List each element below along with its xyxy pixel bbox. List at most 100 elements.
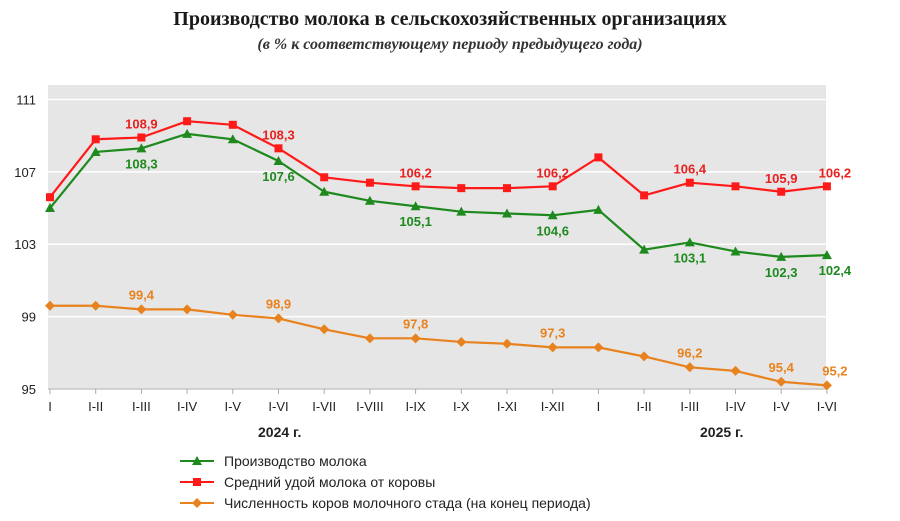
plot-area [48,85,826,389]
data-label-yield: 106,4 [674,162,707,177]
series-line-production [49,132,827,259]
x-tick-label: I-IX [405,399,426,414]
data-point-cows [547,342,558,353]
data-point-production [456,206,467,216]
data-point-cows [639,351,650,362]
data-point-yield [46,193,54,202]
y-tick-label: 95 [22,382,36,397]
y-axis-ticks: 95 99 103 107 111 [14,92,36,397]
data-point-yield [365,178,374,187]
x-tick-label: I-XI [497,399,517,414]
data-label-production: 107,6 [262,169,295,184]
data-point-yield [503,184,511,193]
data-point-production [821,250,832,260]
data-point-yield [183,117,192,126]
data-point-cows [90,300,101,311]
data-label-production: 105,1 [399,214,432,229]
x-axis-ticks: I I-II I-III I-IV I-V I-VI I-VII I-VIII I-IX I-X I… [48,388,837,414]
data-point-production [227,134,238,144]
legend-item-yield: Средний удой молока от коровы [180,471,591,492]
data-point-yield [594,153,603,162]
legend-swatch-diamond-icon [180,497,214,508]
data-point-yield [274,144,283,153]
y-tick-label: 99 [22,310,36,325]
data-label-cows: 97,8 [403,316,428,331]
data-point-production [502,208,512,218]
x-tick-label: I-II [637,399,652,414]
data-point-production [730,246,741,256]
data-point-production [776,251,787,261]
data-label-cows: 95,4 [769,360,795,375]
x-tick-label: I-IV [177,399,198,414]
data-point-yield [777,187,786,196]
legend-item-cows: Численность коров молочного стада (на ко… [180,492,591,513]
x-tick-label: I-II [88,399,103,414]
data-point-cows [776,376,787,387]
data-point-yield [822,182,831,191]
data-label-yield: 105,9 [765,171,798,186]
x-tick-label: I-XII [541,399,565,414]
x-tick-label: I [48,399,52,414]
year-label-2025: 2025 г. [700,424,744,440]
data-point-cows [684,362,695,373]
data-point-production [364,195,375,205]
legend: Производство молока Средний удой молока … [180,450,591,513]
data-label-yield: 106,2 [819,165,852,180]
x-tick-label: I-V [224,399,241,414]
data-point-cows [821,380,832,391]
data-point-yield [640,191,649,200]
x-tick-label: I-V [773,399,790,414]
data-point-cows [273,313,284,324]
data-point-cows [227,309,238,320]
data-point-cows [45,300,55,311]
legend-swatch-triangle-icon [180,455,214,465]
data-point-production [684,237,695,247]
chart-subtitle: (в % к соответствующему периоду предыдущ… [257,36,643,53]
data-point-production [547,210,558,220]
legend-item-production: Производство молока [180,450,591,471]
y-tick-label: 107 [14,165,36,180]
data-point-production [136,143,147,153]
data-point-production [45,203,55,213]
x-tick-label: I-VI [268,399,288,414]
data-label-cows: 95,2 [822,363,847,378]
data-point-yield [548,182,557,191]
data-point-production [90,146,101,156]
legend-label-yield: Средний удой молока от коровы [224,473,436,490]
x-tick-label: I-VI [817,399,837,414]
data-label-cows: 99,4 [129,287,155,302]
data-label-production: 102,4 [819,263,852,278]
data-point-yield [685,178,694,187]
data-label-yield: 108,9 [125,116,158,131]
data-label-production: 108,3 [125,156,158,171]
data-point-production [182,128,193,138]
series-line-cows [50,304,827,387]
data-point-yield [411,182,420,191]
chart-title: Производство молока в сельскохозяйственн… [173,8,727,30]
x-tick-label: I-III [132,399,151,414]
data-label-yield: 106,2 [536,165,569,180]
data-point-production [639,244,650,254]
data-point-production [273,156,284,165]
data-label-production: 104,6 [536,223,569,238]
data-point-production [319,186,330,196]
data-point-cows [182,304,193,315]
data-point-cows [410,333,421,344]
data-point-cows [364,333,375,344]
data-labels: 108,3 107,6 105,1 104,6 103,1 102,3 102,4 108,9… [125,116,852,378]
data-point-cows [593,342,604,353]
x-tick-label: I-X [453,399,470,414]
data-point-cows [456,336,467,347]
data-label-cows: 96,2 [677,345,702,360]
data-point-yield [137,133,146,142]
y-tick-label: 111 [16,92,36,107]
data-point-cows [730,365,741,376]
year-label-2024: 2024 г. [258,424,302,440]
data-label-yield: 108,3 [262,127,295,142]
data-point-yield [228,120,237,129]
legend-swatch-square-icon [180,477,214,486]
legend-label-production: Производство молока [224,452,367,469]
data-label-production: 103,1 [674,250,707,265]
x-tick-label: I-VII [312,399,336,414]
